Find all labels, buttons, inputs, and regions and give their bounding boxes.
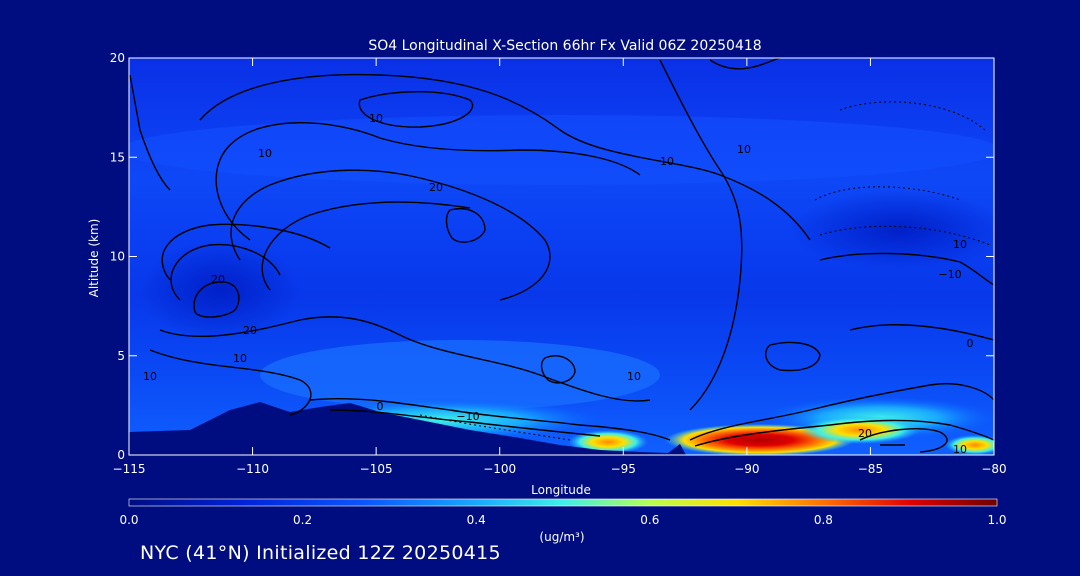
hotspot-west	[568, 430, 648, 454]
contour-label: 10	[953, 443, 967, 456]
y-tick-label: 20	[110, 51, 125, 65]
terrain	[129, 402, 686, 455]
upper-band	[129, 115, 994, 185]
contour-label: −10	[938, 268, 961, 281]
contour-label: 0	[377, 400, 384, 413]
colorbar-tick-label: 0.6	[640, 513, 659, 527]
x-tick-label: −105	[360, 462, 393, 476]
x-tick-label: −80	[981, 462, 1006, 476]
contour-label: 10	[258, 147, 272, 160]
x-tick-label: −115	[113, 462, 146, 476]
y-tick-label: 10	[110, 250, 125, 264]
contour-label: 20	[211, 273, 225, 286]
colorbar-tick-label: 1.0	[987, 513, 1006, 527]
contour-label: 20	[429, 181, 443, 194]
x-tick-label: −85	[858, 462, 883, 476]
x-tick-label: −95	[611, 462, 636, 476]
plot-area	[129, 58, 994, 455]
hotspot-east	[800, 416, 920, 444]
y-axis-label: Altitude (km)	[87, 219, 101, 298]
contour-label: 10	[627, 370, 641, 383]
contour-label: 10	[233, 352, 247, 365]
contour-label: 20	[858, 427, 872, 440]
y-tick-label: 15	[110, 150, 125, 164]
x-axis: −115 −110 −105 −100 −95 −90 −85 −80	[113, 58, 1007, 476]
y-axis: 0 5 10 15 20	[110, 51, 994, 462]
x-axis-label: Longitude	[531, 483, 591, 497]
dark-lobe-west	[140, 240, 300, 340]
mid-glow	[260, 340, 660, 410]
contour-label: 20	[243, 324, 257, 337]
colorbar-tick-label: 0.2	[293, 513, 312, 527]
dark-lobe-east	[790, 190, 994, 270]
colorbar-tick-label: 0.4	[467, 513, 486, 527]
contour-lines	[129, 58, 994, 453]
contour-label: −10	[456, 410, 479, 423]
hotspot-far-east	[945, 435, 994, 455]
dashed-contours	[419, 101, 991, 441]
chart-title: SO4 Longitudinal X-Section 66hr Fx Valid…	[368, 38, 761, 54]
colorbar-ticks: 0.0 0.2 0.4 0.6 0.8 1.0	[119, 513, 1006, 527]
colorbar	[128, 498, 998, 507]
init-footer: NYC (41°N) Initialized 12Z 20250415	[140, 542, 501, 564]
x-tick-label: −110	[236, 462, 269, 476]
contour-labels: 10 10 10 10 20 20 20 10 10 0 −10 10 20 10 0 10 −10	[143, 112, 974, 456]
contour-label: 0	[967, 337, 974, 350]
y-tick-label: 0	[117, 448, 125, 462]
colorbar-tick-label: 0.0	[119, 513, 138, 527]
contour-label: 10	[660, 155, 674, 168]
contour-label: 10	[369, 112, 383, 125]
y-tick-label: 5	[117, 349, 125, 363]
colorbar-tick-label: 0.8	[814, 513, 833, 527]
x-tick-label: −90	[734, 462, 759, 476]
colorbar-unit-label: (ug/m³)	[539, 530, 584, 544]
contour-label: 10	[143, 370, 157, 383]
contour-label: 10	[953, 238, 967, 251]
x-tick-label: −100	[483, 462, 516, 476]
contour-label: 10	[737, 143, 751, 156]
